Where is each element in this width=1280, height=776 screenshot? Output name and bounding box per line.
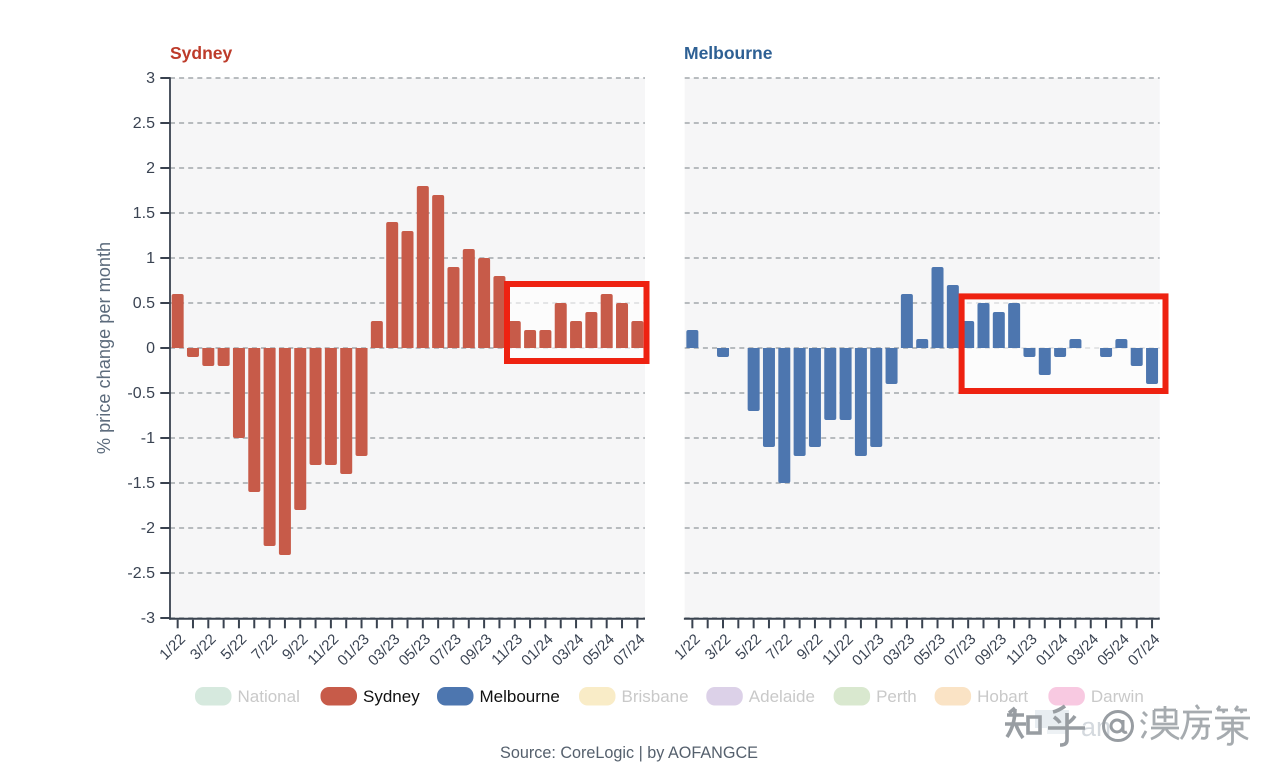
svg-text:Brisbane: Brisbane: [622, 687, 689, 706]
svg-text:01/23: 01/23: [849, 631, 888, 670]
svg-text:3: 3: [146, 70, 155, 87]
svg-text:5/22: 5/22: [732, 631, 765, 664]
svg-text:0: 0: [146, 340, 155, 357]
svg-text:Adelaide: Adelaide: [749, 687, 815, 706]
svg-text:07/23: 07/23: [941, 631, 980, 670]
svg-text:03/23: 03/23: [880, 631, 919, 670]
svg-text:01/23: 01/23: [334, 631, 373, 670]
svg-text:3/22: 3/22: [702, 631, 735, 664]
svg-text:11/23: 11/23: [1003, 631, 1041, 669]
svg-text:Perth: Perth: [876, 687, 917, 706]
svg-text:0.5: 0.5: [133, 295, 155, 312]
svg-text:09/23: 09/23: [457, 631, 496, 670]
svg-text:11/22: 11/22: [304, 631, 342, 669]
svg-text:Darwin: Darwin: [1091, 687, 1144, 706]
svg-text:01/24: 01/24: [518, 631, 557, 670]
svg-text:05/24: 05/24: [579, 631, 618, 670]
svg-text:5/22: 5/22: [218, 631, 251, 664]
svg-text:03/23: 03/23: [365, 631, 404, 670]
svg-text:Melbourne: Melbourne: [480, 687, 560, 706]
svg-text:2: 2: [146, 160, 155, 177]
svg-text:1: 1: [146, 250, 155, 267]
svg-text:1/22: 1/22: [156, 631, 189, 664]
svg-text:7/22: 7/22: [763, 631, 796, 664]
svg-text:03/24: 03/24: [549, 631, 588, 670]
svg-text:Melbourne: Melbourne: [684, 43, 773, 63]
svg-text:National: National: [238, 687, 300, 706]
svg-text:01/24: 01/24: [1033, 631, 1072, 670]
svg-text:09/23: 09/23: [972, 631, 1011, 670]
svg-text:-2.5: -2.5: [127, 565, 155, 582]
svg-text:-3: -3: [141, 610, 155, 627]
svg-text:07/24: 07/24: [1125, 631, 1164, 670]
svg-text:-1: -1: [141, 430, 155, 447]
svg-text:05/23: 05/23: [910, 631, 949, 670]
svg-text:-2: -2: [141, 520, 155, 537]
svg-text:Sydney: Sydney: [363, 687, 420, 706]
svg-text:1.5: 1.5: [133, 205, 155, 222]
svg-text:11/22: 11/22: [819, 631, 857, 669]
svg-text:Source: CoreLogic | by AOFANGC: Source: CoreLogic | by AOFANGCE: [500, 744, 758, 762]
svg-text:% price change per month: % price change per month: [94, 242, 114, 454]
svg-text:05/23: 05/23: [396, 631, 435, 670]
svg-text:11/23: 11/23: [488, 631, 526, 669]
svg-text:Sydney: Sydney: [170, 43, 233, 63]
svg-text:07/23: 07/23: [426, 631, 465, 670]
svg-text:3/22: 3/22: [187, 631, 220, 664]
svg-text:-1.5: -1.5: [127, 475, 155, 492]
svg-text:03/24: 03/24: [1064, 631, 1103, 670]
svg-text:1/22: 1/22: [671, 631, 704, 664]
svg-text:Hobart: Hobart: [977, 687, 1028, 706]
svg-text:-0.5: -0.5: [127, 385, 155, 402]
svg-text:2.5: 2.5: [133, 115, 155, 132]
svg-text:7/22: 7/22: [248, 631, 281, 664]
svg-text:05/24: 05/24: [1094, 631, 1133, 670]
svg-text:07/24: 07/24: [610, 631, 649, 670]
